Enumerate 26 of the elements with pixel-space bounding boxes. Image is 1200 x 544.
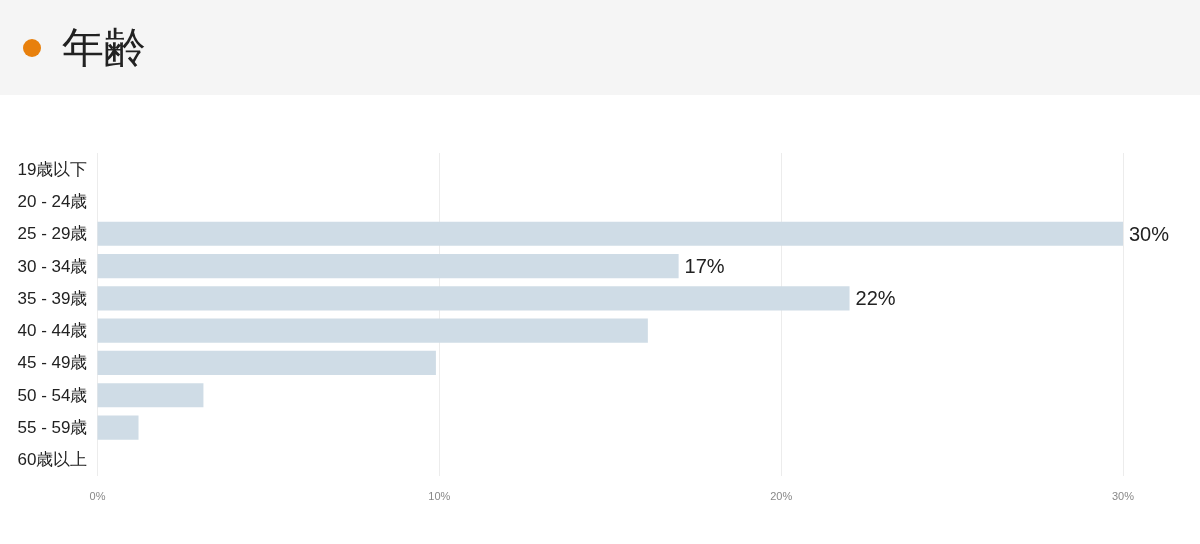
- y-tick-label: 25 - 29歳: [17, 224, 88, 244]
- bar: [97, 286, 850, 311]
- bar: [97, 221, 1123, 246]
- bar: [97, 318, 648, 343]
- data-label: 30%: [1129, 222, 1170, 245]
- x-tick-label: 30%: [1111, 489, 1135, 502]
- data-label: 22%: [855, 287, 896, 310]
- y-tick-label: 19歳以下: [17, 159, 88, 179]
- bar: [97, 383, 204, 408]
- x-tick-label: 0%: [89, 489, 106, 502]
- bar: [97, 253, 679, 279]
- y-tick-label: 55 - 59歳: [17, 418, 88, 438]
- x-tick-label: 10%: [428, 489, 451, 502]
- y-tick-label: 45 - 49歳: [17, 353, 88, 373]
- bar: [97, 350, 436, 376]
- x-tick-label: 20%: [770, 489, 793, 502]
- y-tick-label: 40 - 44歳: [17, 321, 88, 341]
- data-label: 17%: [684, 255, 725, 278]
- bar: [97, 415, 139, 440]
- y-tick-label: 60歳以上: [17, 450, 88, 470]
- chart-title: 年齢: [62, 23, 146, 73]
- y-tick-label: 35 - 39歳: [17, 288, 88, 308]
- header-bar: 年齢: [0, 0, 1200, 95]
- y-tick-label: 30 - 34歳: [17, 256, 88, 276]
- y-tick-label: 20 - 24歳: [17, 191, 88, 211]
- y-tick-label: 50 - 54歳: [17, 385, 88, 405]
